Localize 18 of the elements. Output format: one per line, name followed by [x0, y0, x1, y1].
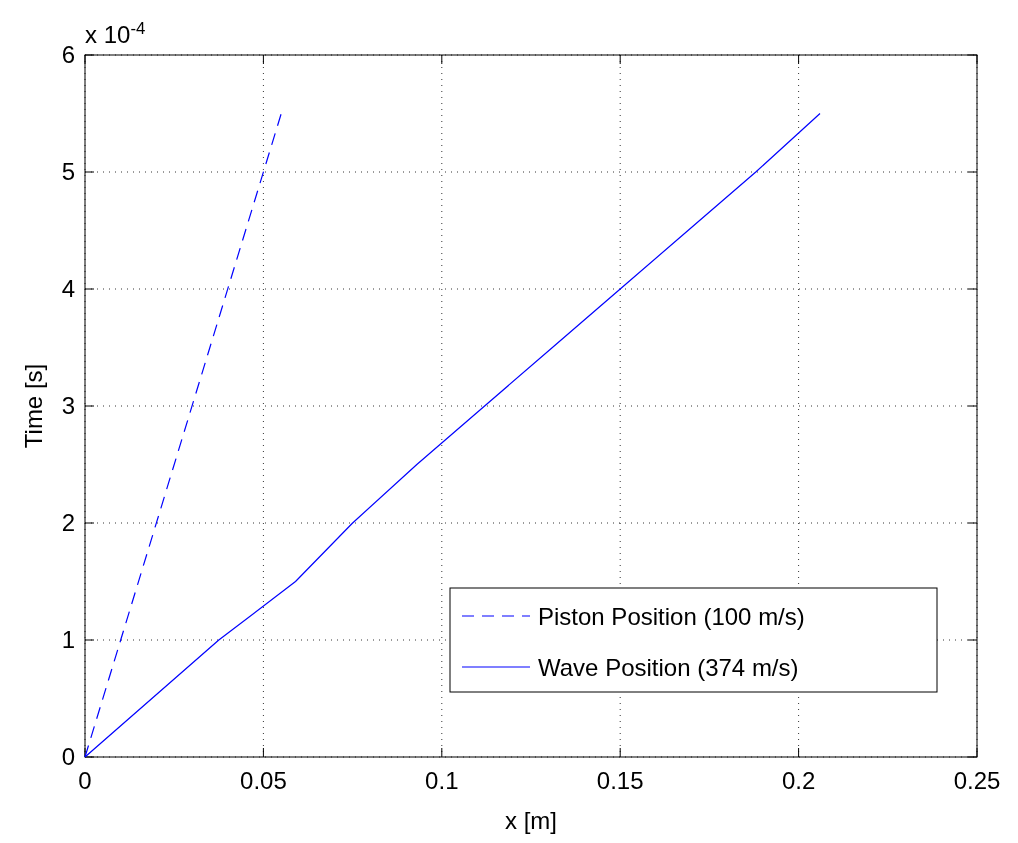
x-axis-title: x [m] — [505, 807, 557, 834]
y-tick-label: 3 — [61, 392, 75, 419]
x-tick-label: 0.05 — [240, 767, 287, 794]
y-tick-label: 4 — [61, 275, 75, 302]
x-tick-label: 0.25 — [953, 767, 1001, 794]
x-tick-label: 0.2 — [781, 767, 816, 794]
y-tick-label: 2 — [61, 509, 75, 536]
legend-label: Piston Position (100 m/s) — [538, 603, 805, 630]
legend-label: Wave Position (374 m/s) — [538, 654, 799, 681]
y-tick-label: 0 — [61, 743, 75, 770]
y-tick-label: 5 — [61, 158, 75, 185]
y-axis-title: Time [s] — [20, 363, 47, 449]
x-tick-label: 0 — [78, 767, 92, 794]
text: x 10$^{-4}$ — [85, 18, 146, 48]
x-tick-label: 0.1 — [425, 767, 459, 794]
y-tick-label: 1 — [61, 626, 75, 653]
y-tick-label: 6 — [61, 41, 75, 68]
x-tick-label: 0.15 — [596, 767, 644, 794]
